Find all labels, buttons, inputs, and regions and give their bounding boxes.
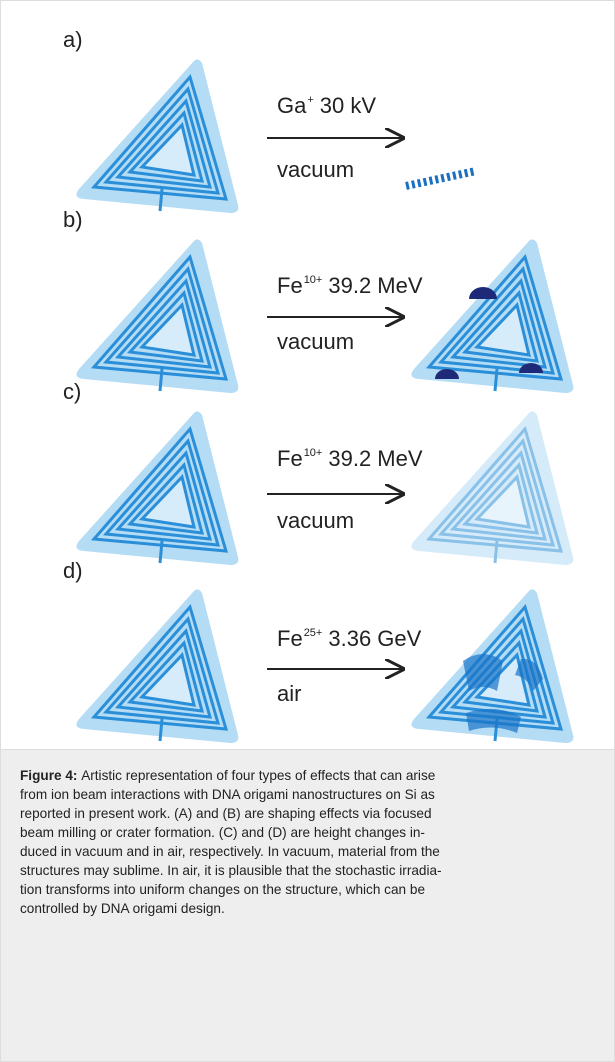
caption-text: Artistic representation of four types of…	[81, 768, 436, 783]
caption-text: structures may sublime. In air, it is pl…	[20, 863, 442, 878]
caption-line: tion transforms into uniform changes on …	[20, 880, 425, 899]
caption-text: beam milling or crater formation. (C) an…	[20, 825, 425, 840]
caption-line: duced in vacuum and in air, respectively…	[20, 842, 440, 861]
origami	[74, 57, 240, 215]
origami-cut	[404, 57, 570, 215]
ion: Fe	[277, 446, 303, 471]
ion: Ga	[277, 93, 307, 118]
origami-craters	[409, 237, 575, 395]
caption-line: from ion beam interactions with DNA orig…	[20, 785, 435, 804]
caption-line: controlled by DNA origami design.	[20, 899, 225, 918]
ion-charge: 25+	[304, 627, 323, 639]
ion: Fe	[277, 626, 303, 651]
caption-text: duced in vacuum and in air, respectively…	[20, 844, 440, 859]
ion-energy: 39.2 MeV	[328, 446, 422, 471]
ion-charge: 10+	[304, 447, 323, 459]
ion-energy: 39.2 MeV	[328, 273, 422, 298]
ion-energy: 3.36 GeV	[328, 626, 421, 651]
ion-charge: 10+	[304, 274, 323, 286]
caption-line: reported in present work. (A) and (B) ar…	[20, 804, 432, 823]
caption-text: reported in present work. (A) and (B) ar…	[20, 806, 432, 821]
medium: air	[277, 681, 301, 706]
figure: a) Ga +30 kV vacuum b) Fe 10+ 39.2 MeV vacuum c) F…	[0, 0, 615, 750]
origami-thin	[409, 409, 575, 567]
medium: vacuum	[277, 329, 354, 354]
origami	[74, 237, 240, 395]
panel-label: c)	[63, 379, 81, 404]
caption-text: controlled by DNA origami design.	[20, 901, 225, 916]
caption-text: tion transforms into uniform changes on …	[20, 882, 425, 897]
caption-line: structures may sublime. In air, it is pl…	[20, 861, 442, 880]
origami	[74, 409, 240, 567]
ion: Fe	[277, 273, 303, 298]
caption-box: Figure 4: Artistic representation of fou…	[0, 749, 615, 1062]
caption-label: Figure 4:	[20, 768, 78, 783]
origami-swollen	[409, 587, 575, 745]
panel-label: b)	[63, 207, 83, 232]
panel-label: d)	[63, 558, 83, 583]
caption-text: from ion beam interactions with DNA orig…	[20, 787, 435, 802]
ion-energy: 30 kV	[320, 93, 377, 118]
medium: vacuum	[277, 508, 354, 533]
medium: vacuum	[277, 157, 354, 182]
ion-charge: +	[307, 94, 313, 106]
origami	[74, 587, 240, 745]
caption-line: beam milling or crater formation. (C) an…	[20, 823, 425, 842]
panel-label: a)	[63, 27, 83, 52]
caption-line: Figure 4: Artistic representation of fou…	[20, 766, 435, 785]
